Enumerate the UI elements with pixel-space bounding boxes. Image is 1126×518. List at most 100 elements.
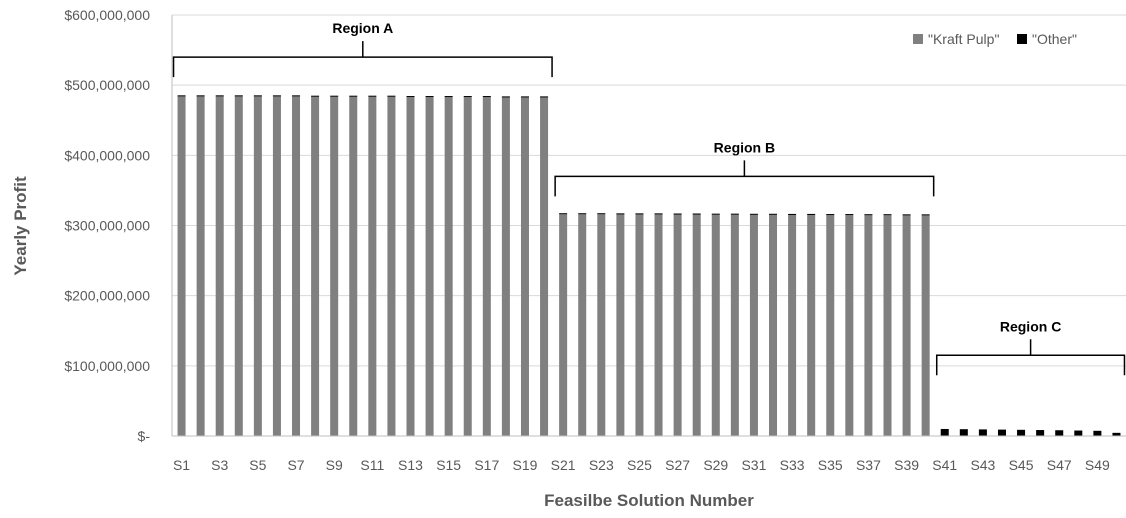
bar-kraft-pulp: [730, 214, 739, 436]
bar-other: [177, 95, 186, 97]
bar-kraft-pulp: [559, 214, 568, 436]
bar-kraft-pulp: [330, 96, 339, 436]
bar-kraft-pulp: [501, 97, 510, 436]
bar-kraft-pulp: [463, 97, 472, 436]
x-tick-label: S3: [211, 457, 228, 473]
bar-kraft-pulp: [864, 215, 873, 436]
bar-other: [501, 96, 510, 98]
legend-label-other: "Other": [1032, 31, 1077, 47]
bar-kraft-pulp: [673, 214, 682, 436]
bar-kraft-pulp: [883, 215, 892, 436]
bar-kraft-pulp: [578, 214, 587, 436]
legend-swatch-kraft-pulp: [913, 34, 923, 44]
bar-other: [406, 96, 415, 98]
bar-kraft-pulp: [234, 96, 243, 436]
bar-other: [807, 213, 816, 215]
x-tick-label: S25: [627, 457, 652, 473]
bar-other: [196, 95, 205, 97]
legend-swatch-other: [1017, 34, 1027, 44]
bar-kraft-pulp: [788, 214, 797, 436]
y-tick-label: $500,000,000: [64, 77, 150, 93]
bar-other: [826, 214, 835, 216]
region-label: Region A: [332, 20, 393, 36]
bar-other: [559, 213, 568, 215]
x-axis-title: Feasilbe Solution Number: [544, 491, 754, 510]
bar-kraft-pulp: [921, 215, 930, 436]
bar-other: [921, 214, 930, 216]
bar-other: [234, 95, 243, 97]
axes-layer: [171, 15, 1126, 437]
x-tick-label: S27: [665, 457, 690, 473]
bars-layer: [177, 95, 1121, 436]
bar-other: [1055, 430, 1064, 436]
x-tick-label: S29: [703, 457, 728, 473]
bar-other: [940, 428, 949, 436]
x-tick-label: S1: [173, 457, 190, 473]
x-tick-label: S49: [1085, 457, 1110, 473]
bar-other: [749, 213, 758, 215]
x-tick-label: S21: [551, 457, 576, 473]
bar-kraft-pulp: [272, 96, 281, 436]
x-tick-label: S13: [398, 457, 423, 473]
bar-other: [330, 95, 339, 97]
bar-kraft-pulp: [253, 96, 262, 436]
bar-kraft-pulp: [292, 96, 301, 436]
bar-kraft-pulp: [807, 214, 816, 436]
bar-other: [1093, 430, 1102, 436]
bar-other: [769, 213, 778, 215]
bar-other: [711, 213, 720, 215]
bar-other: [1112, 432, 1121, 436]
bar-other: [788, 213, 797, 215]
bar-other: [730, 213, 739, 215]
bar-kraft-pulp: [177, 96, 186, 436]
x-tick-label: S47: [1047, 457, 1072, 473]
bar-kraft-pulp: [845, 215, 854, 436]
bar-other: [215, 95, 224, 97]
x-tick-label: S11: [360, 457, 384, 473]
bar-kraft-pulp: [692, 214, 701, 436]
bar-kraft-pulp: [749, 214, 758, 436]
bar-kraft-pulp: [769, 214, 778, 436]
bar-other: [597, 213, 606, 215]
region-annotations: Region A Region B Region C: [172, 20, 1126, 376]
bar-other: [540, 96, 549, 98]
bar-kraft-pulp: [387, 96, 396, 436]
bar-kraft-pulp: [520, 97, 529, 436]
bar-other: [616, 213, 625, 215]
bar-other: [272, 95, 281, 97]
y-axis-title: Yearly Profit: [11, 176, 30, 276]
bar-kraft-pulp: [425, 97, 434, 436]
bar-kraft-pulp: [654, 214, 663, 436]
bar-other: [482, 96, 491, 98]
region-label: Region B: [714, 139, 775, 155]
x-tick-label: S41: [932, 457, 957, 473]
bar-other: [845, 214, 854, 216]
x-tick-label: S43: [970, 457, 995, 473]
bar-other: [673, 213, 682, 215]
x-tick-label: S5: [249, 457, 266, 473]
y-tick-label: $200,000,000: [64, 288, 150, 304]
bar-kraft-pulp: [368, 96, 377, 436]
bar-other: [368, 95, 377, 97]
bar-kraft-pulp: [597, 214, 606, 436]
bar-other: [463, 96, 472, 98]
x-tick-label: S33: [780, 457, 805, 473]
x-tick-label: S23: [589, 457, 614, 473]
legend-label-kraft-pulp: "Kraft Pulp": [928, 31, 999, 47]
bar-other: [692, 213, 701, 215]
bar-kraft-pulp: [196, 96, 205, 436]
y-tick-label: $-: [138, 428, 151, 444]
x-tick-label: S45: [1009, 457, 1034, 473]
x-tick-label: S19: [513, 457, 538, 473]
x-tick-labels: S1 S3 S5 S7 S9 S11 S13 S15 S17 S19 S21 S23 S25 S27 S29…: [173, 457, 1110, 473]
bar-other: [959, 429, 968, 436]
bar-other: [1017, 429, 1026, 436]
bar-kraft-pulp: [349, 96, 358, 436]
bar-kraft-pulp: [635, 214, 644, 436]
bar-other: [1036, 430, 1045, 436]
x-tick-label: S7: [287, 457, 304, 473]
bar-other: [520, 96, 529, 98]
bar-other: [311, 95, 320, 97]
